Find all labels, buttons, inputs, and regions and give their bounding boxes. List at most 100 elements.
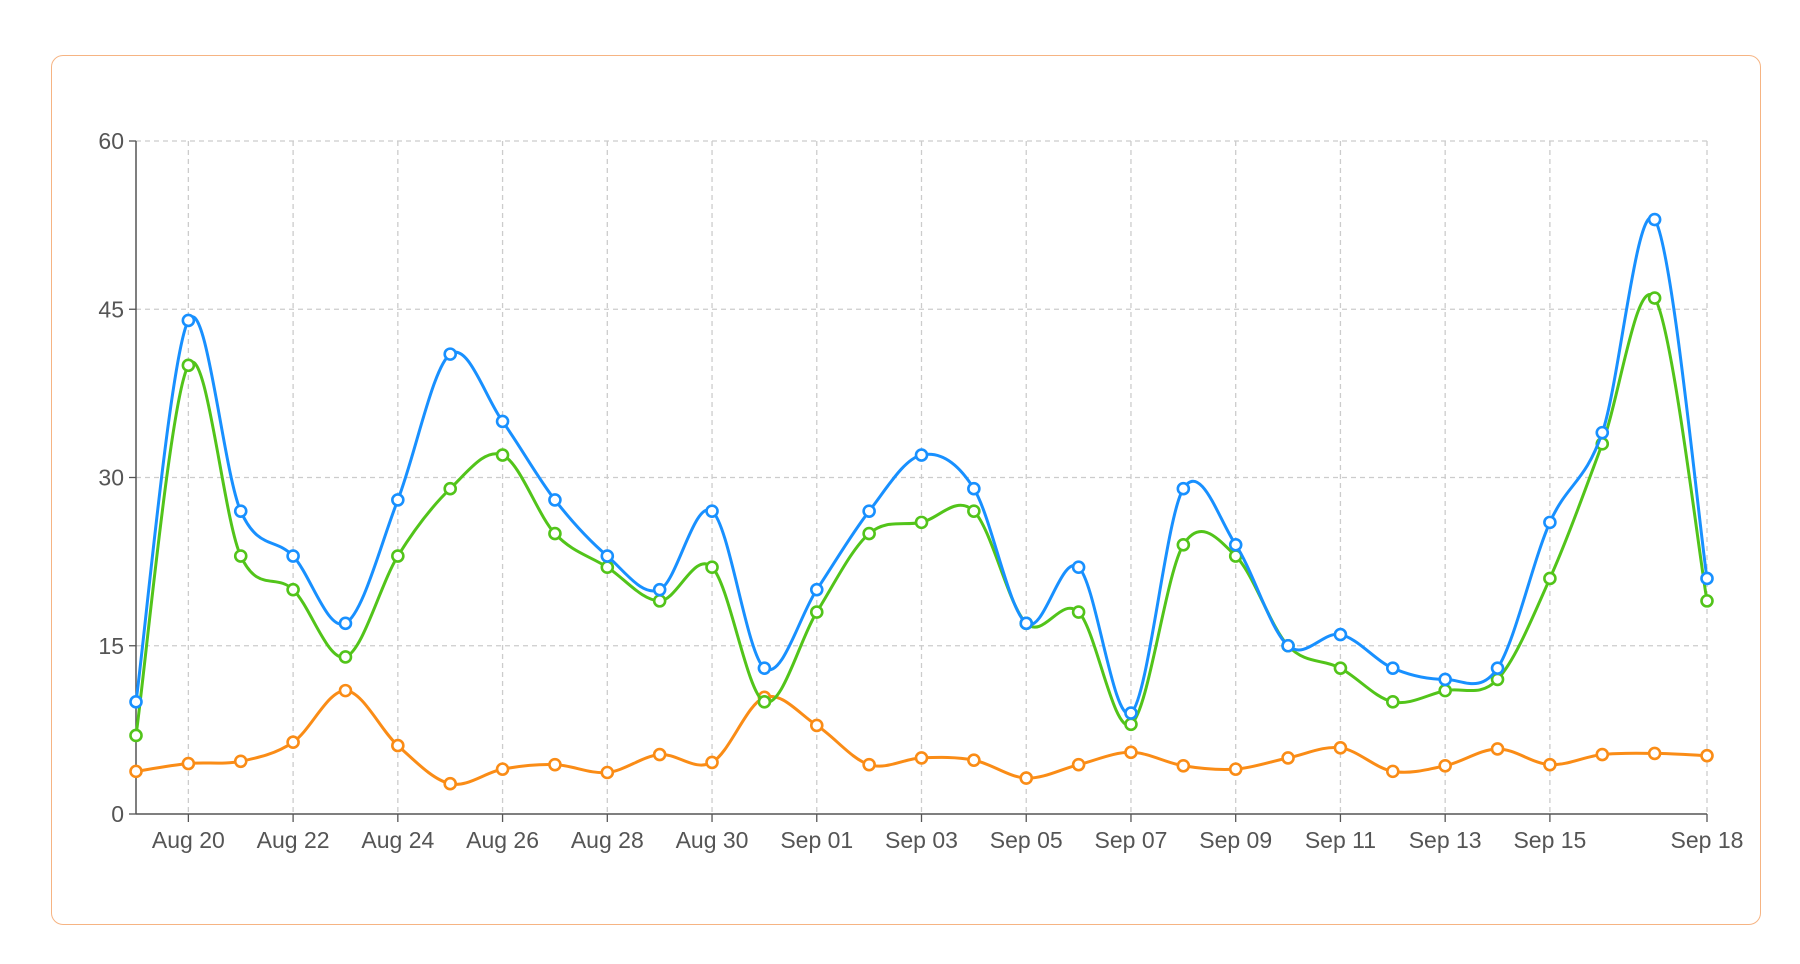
data-point-blue <box>652 582 667 597</box>
data-point-orange <box>1176 758 1191 773</box>
data-point-green <box>1176 537 1191 552</box>
data-point-blue <box>914 448 929 462</box>
data-point-green <box>757 695 772 709</box>
data-point-blue <box>757 661 772 675</box>
data-point-green <box>862 526 876 541</box>
data-point-green <box>1071 605 1086 619</box>
data-point-green <box>129 728 143 743</box>
data-point-green <box>548 526 562 541</box>
x-tick-label: Sep 03 <box>885 827 958 853</box>
data-point-orange <box>652 747 667 762</box>
data-point-green <box>1438 683 1452 698</box>
x-tick-label: Aug 28 <box>571 827 644 853</box>
data-point-green <box>286 582 300 597</box>
x-tick-label: Sep 09 <box>1199 827 1272 853</box>
data-point-orange <box>495 762 510 776</box>
x-tick-label: Aug 22 <box>257 827 330 853</box>
data-point-orange <box>548 757 562 772</box>
y-tick-label: 0 <box>111 801 124 827</box>
data-point-blue <box>1490 661 1505 675</box>
data-point-blue <box>443 347 458 361</box>
data-point-blue <box>1124 706 1138 720</box>
data-point-blue <box>1333 627 1348 642</box>
y-tick-label: 15 <box>98 633 124 659</box>
data-point-orange <box>600 765 615 780</box>
data-point-orange <box>1386 764 1400 779</box>
y-tick-label: 60 <box>98 128 124 154</box>
x-tick-label: Aug 30 <box>676 827 749 853</box>
data-point-green <box>443 481 458 496</box>
data-point-green <box>705 560 719 575</box>
data-point-blue <box>1386 661 1400 675</box>
data-point-green <box>391 549 405 563</box>
data-point-orange <box>1071 757 1086 772</box>
data-point-green <box>914 515 929 530</box>
x-tick-label: Aug 20 <box>152 827 225 853</box>
data-point-blue <box>1176 481 1191 496</box>
data-point-green <box>1700 594 1714 608</box>
x-tick-label: Aug 26 <box>466 827 539 853</box>
data-point-orange <box>338 683 353 698</box>
data-point-orange <box>1595 747 1610 762</box>
data-point-orange <box>862 757 876 772</box>
data-point-orange <box>1543 757 1557 772</box>
data-point-blue <box>548 493 562 507</box>
data-point-orange <box>391 738 405 753</box>
data-point-green <box>809 605 824 619</box>
data-point-blue <box>1700 571 1714 586</box>
data-point-blue <box>129 695 143 709</box>
data-point-blue <box>1281 638 1295 653</box>
data-point-green <box>600 560 615 575</box>
data-point-orange <box>1019 771 1034 785</box>
x-tick-label: Sep 18 <box>1671 827 1744 853</box>
data-point-green <box>1333 661 1348 675</box>
y-tick-label: 30 <box>98 465 124 491</box>
data-point-blue <box>1647 212 1662 227</box>
data-point-orange <box>1281 751 1295 765</box>
data-point-orange <box>181 756 196 771</box>
data-point-blue <box>1438 672 1452 687</box>
data-point-blue <box>705 504 719 518</box>
data-point-blue <box>809 582 824 597</box>
data-point-blue <box>1595 425 1610 440</box>
data-point-blue <box>495 414 510 429</box>
data-point-orange <box>809 718 824 733</box>
x-tick-label: Sep 05 <box>990 827 1063 853</box>
data-point-green <box>1490 672 1505 687</box>
data-point-blue <box>862 504 876 518</box>
data-point-orange <box>1490 742 1505 756</box>
data-point-orange <box>129 764 143 779</box>
chart-card <box>51 55 1761 925</box>
data-point-blue <box>233 504 248 518</box>
data-point-orange <box>286 735 300 750</box>
data-point-blue <box>338 616 353 631</box>
x-tick-label: Sep 13 <box>1409 827 1482 853</box>
data-point-blue <box>1019 616 1034 631</box>
data-point-green <box>233 549 248 563</box>
data-point-blue <box>286 549 300 563</box>
data-point-green <box>495 448 510 462</box>
data-point-orange <box>914 751 929 765</box>
data-point-blue <box>1071 560 1086 575</box>
data-point-orange <box>1228 762 1243 776</box>
data-point-orange <box>443 776 458 791</box>
data-point-blue <box>967 481 981 496</box>
x-tick-label: Sep 11 <box>1305 827 1376 853</box>
data-point-green <box>181 358 196 373</box>
data-point-blue <box>1228 537 1243 552</box>
data-point-blue <box>391 493 405 507</box>
data-point-green <box>967 504 981 518</box>
x-tick-label: Sep 07 <box>1095 827 1168 853</box>
x-tick-label: Sep 15 <box>1513 827 1586 853</box>
data-point-orange <box>1438 758 1452 773</box>
data-point-orange <box>1700 748 1714 763</box>
x-tick-label: Aug 24 <box>361 827 434 853</box>
data-point-orange <box>1647 746 1662 761</box>
data-point-green <box>1386 695 1400 709</box>
data-point-green <box>338 650 353 664</box>
x-tick-label: Sep 01 <box>780 827 853 853</box>
data-point-green <box>1647 291 1662 305</box>
y-tick-label: 45 <box>98 296 124 322</box>
data-point-orange <box>1124 745 1138 760</box>
